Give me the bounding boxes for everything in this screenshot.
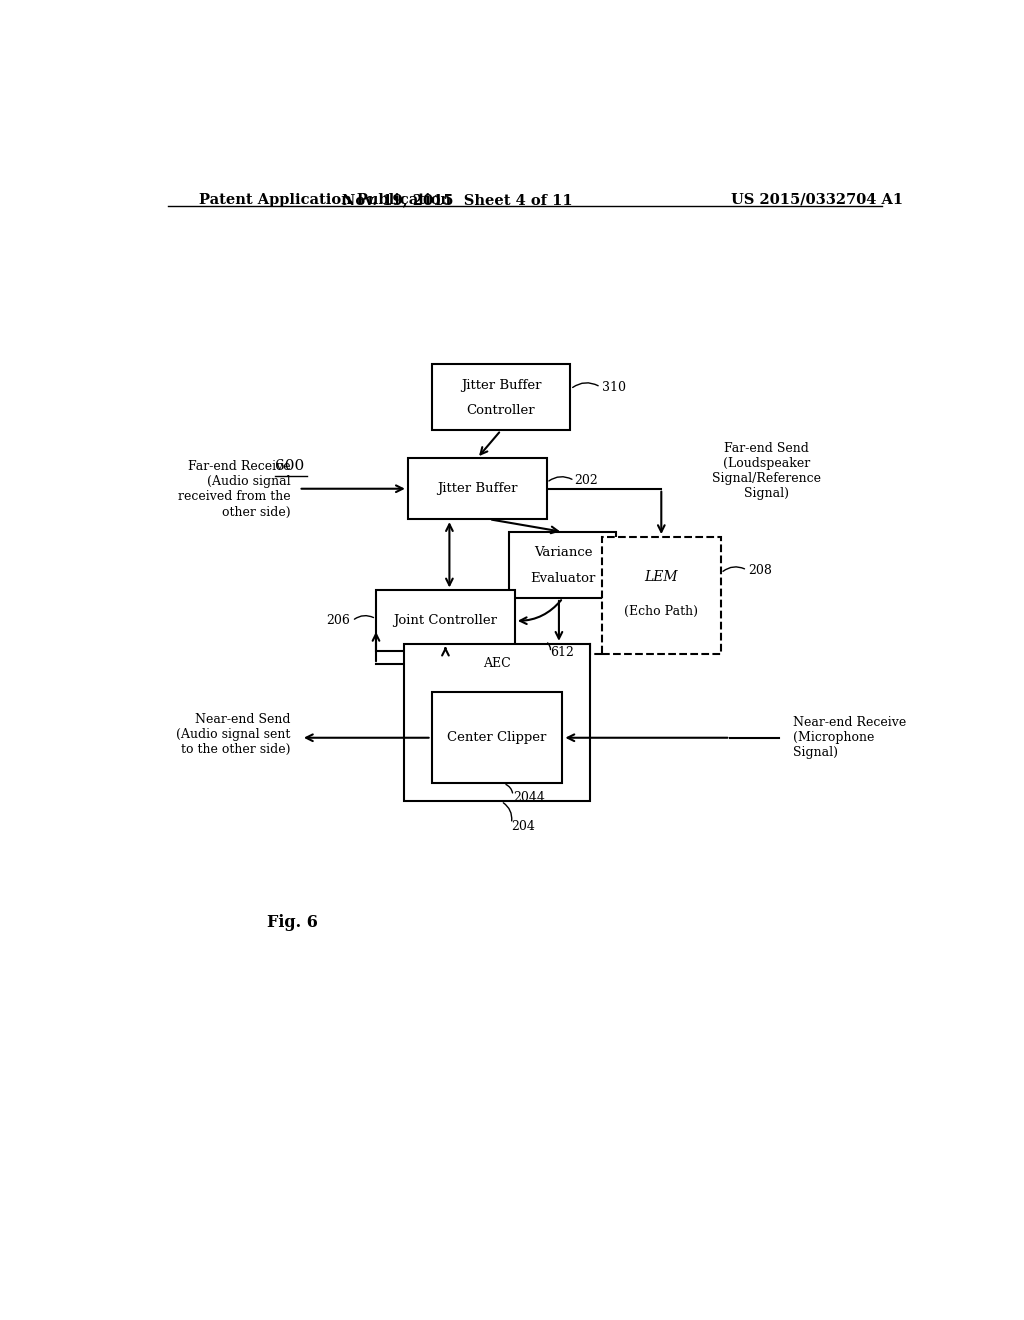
Text: Signal): Signal) — [744, 487, 790, 500]
Text: Center Clipper: Center Clipper — [447, 731, 547, 744]
Text: (Echo Path): (Echo Path) — [625, 605, 698, 618]
Text: (Microphone: (Microphone — [793, 731, 874, 744]
Text: (Loudspeaker: (Loudspeaker — [723, 457, 810, 470]
Text: Signal): Signal) — [793, 747, 838, 759]
Bar — [602, 537, 721, 653]
Text: Near-end Receive: Near-end Receive — [793, 715, 906, 729]
Text: Jitter Buffer: Jitter Buffer — [437, 482, 517, 495]
Text: 600: 600 — [274, 459, 304, 474]
Text: other side): other side) — [222, 506, 291, 519]
Text: Near-end Send: Near-end Send — [196, 713, 291, 726]
Bar — [431, 364, 570, 430]
Bar — [408, 458, 547, 519]
Text: Jitter Buffer: Jitter Buffer — [461, 379, 542, 392]
Text: 612: 612 — [550, 645, 574, 659]
Bar — [431, 692, 562, 784]
Text: Nov. 19, 2015  Sheet 4 of 11: Nov. 19, 2015 Sheet 4 of 11 — [342, 193, 572, 207]
Text: Fig. 6: Fig. 6 — [267, 915, 317, 931]
Bar — [509, 532, 616, 598]
Text: 202: 202 — [574, 474, 598, 487]
Text: 2044: 2044 — [513, 791, 545, 804]
Text: (Audio signal: (Audio signal — [207, 475, 291, 488]
Text: Variance: Variance — [534, 546, 592, 560]
Text: LEM: LEM — [644, 570, 678, 585]
Text: 206: 206 — [326, 614, 350, 627]
Text: Patent Application Publication: Patent Application Publication — [200, 193, 452, 207]
Bar — [376, 590, 515, 651]
Text: 310: 310 — [602, 380, 626, 393]
Text: to the other side): to the other side) — [181, 743, 291, 756]
Text: (Audio signal sent: (Audio signal sent — [176, 729, 291, 742]
Text: Signal/Reference: Signal/Reference — [713, 473, 821, 484]
Text: received from the: received from the — [178, 490, 291, 503]
Text: Far-end Send: Far-end Send — [724, 442, 809, 454]
Bar — [403, 644, 590, 801]
Text: Evaluator: Evaluator — [530, 572, 596, 585]
Text: US 2015/0332704 A1: US 2015/0332704 A1 — [731, 193, 903, 207]
Text: Controller: Controller — [467, 404, 536, 417]
Text: Joint Controller: Joint Controller — [393, 614, 498, 627]
Text: AEC: AEC — [483, 657, 511, 671]
Text: Far-end Receive: Far-end Receive — [188, 459, 291, 473]
Text: 204: 204 — [511, 820, 536, 833]
Text: 208: 208 — [749, 564, 772, 577]
